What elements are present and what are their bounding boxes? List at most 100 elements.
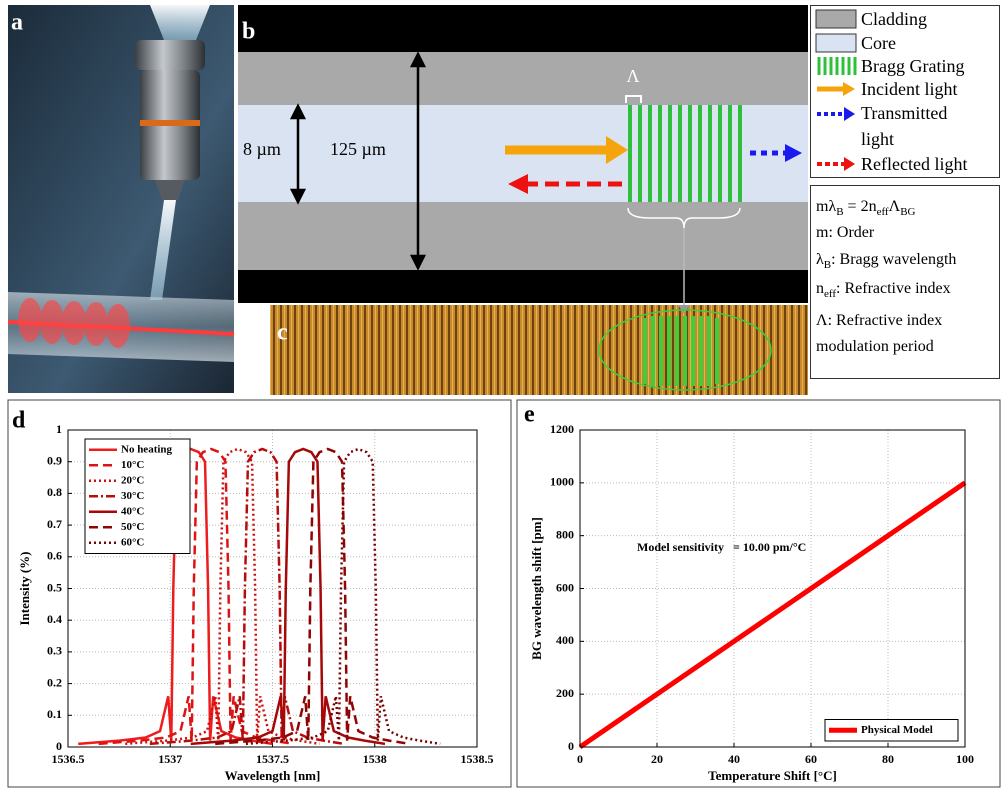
light-beam <box>150 200 176 300</box>
y-axis-label: BG wavelength shift [pm] <box>529 517 544 660</box>
legend-text: Cladding <box>861 9 927 29</box>
x-tick-label: 100 <box>956 752 974 766</box>
def-part: : Refractive index <box>836 280 951 297</box>
legend-label: 10°C <box>121 459 144 471</box>
def-part: λ <box>816 251 824 268</box>
y-axis-label: Intensity (%) <box>17 551 32 625</box>
def-part: : Bragg wavelength <box>831 251 957 268</box>
x-tick-label: 20 <box>651 752 663 766</box>
eq-sub: B <box>836 206 844 219</box>
eq-part: mλ <box>816 198 837 215</box>
x-tick-label: 1537 <box>158 752 182 766</box>
y-tick-label: 800 <box>556 527 574 541</box>
legend-item: Cladding <box>815 9 927 29</box>
panel-label: e <box>524 402 535 428</box>
y-tick-label: 600 <box>556 580 574 594</box>
y-tick-label: 200 <box>556 686 574 700</box>
legend-item: Incident light <box>815 79 957 99</box>
x-tick-label: 1538.5 <box>461 752 494 766</box>
series-line <box>215 447 410 746</box>
charts: 1536.5 1537 1537.5 1538 1538.5 0 0.1 0.2 0.3 0.4 0… <box>17 422 974 783</box>
series-line <box>78 447 273 746</box>
y-tick-label: 1200 <box>550 422 574 436</box>
legend-item: Core <box>815 33 896 53</box>
reflected-arrow-head <box>508 174 528 194</box>
y-tick-label: 0.3 <box>47 644 62 658</box>
panel-label: a <box>11 10 23 36</box>
plot-frame <box>67 429 478 748</box>
panel-label: c <box>277 320 288 346</box>
legend-item: Bragg Grating <box>815 56 964 76</box>
y-tick-label: 400 <box>556 633 574 647</box>
eq-part: Λ <box>888 198 901 215</box>
legend-text: Reflected light <box>861 154 968 174</box>
cladding-diameter: 125 µm <box>330 139 386 159</box>
legend-label: 40°C <box>121 505 144 517</box>
core-diameter: 8 µm <box>243 139 281 159</box>
eq-part: = 2n <box>843 198 877 215</box>
x-tick-label: 40 <box>728 752 740 766</box>
y-tick-label: 0.6 <box>47 549 62 563</box>
panel-label: d <box>12 408 26 434</box>
plot-frame <box>579 429 966 748</box>
legend-label: Physical Model <box>861 724 933 736</box>
objective-ring <box>140 120 200 126</box>
y-tick-label: 0.8 <box>47 485 62 499</box>
light-beam <box>150 5 210 40</box>
eq-sub: BG <box>900 206 916 219</box>
series-line <box>149 447 345 746</box>
period-bracket <box>625 95 642 103</box>
definition: λB: Bragg wavelength <box>816 249 956 276</box>
grating-overlay <box>643 316 719 386</box>
y-tick-label: 0.4 <box>47 612 62 626</box>
legend-text: Bragg Grating <box>861 56 965 76</box>
grating-glow <box>18 298 130 348</box>
legend-text: Incident light <box>861 79 958 99</box>
series-line <box>578 480 967 750</box>
incident-arrow-head <box>606 136 628 164</box>
legend-box <box>824 719 959 742</box>
x-axis-label: Wavelength [nm] <box>225 768 321 783</box>
y-tick-label: 0.7 <box>47 517 62 531</box>
x-tick-label: 1538 <box>363 752 387 766</box>
x-tick-label: 80 <box>882 752 894 766</box>
legend-label: 60°C <box>121 536 144 548</box>
annotation: Model sensitivity = 10.00 pm/°C <box>637 540 806 554</box>
dimension-arrows <box>289 51 427 271</box>
def-sub: eff <box>824 288 837 301</box>
panel-c-image <box>270 305 808 395</box>
legend-label: 20°C <box>121 474 144 486</box>
definition: Λ: Refractive index modulation period <box>816 312 943 355</box>
def-sub: B <box>823 259 832 272</box>
y-tick-label: 0 <box>56 739 62 753</box>
equation: mλB = 2neffΛBG <box>816 196 915 223</box>
legend-item: Reflected light <box>815 154 967 174</box>
legend-label: 50°C <box>121 521 144 533</box>
objective <box>135 40 205 70</box>
eq-sub: eff <box>876 206 889 219</box>
legend-text: Transmitted light <box>861 103 948 149</box>
bragg-grating <box>628 105 742 202</box>
legend-label: No heating <box>121 443 173 455</box>
x-tick-label: 60 <box>805 752 817 766</box>
legend-text: Core <box>861 33 896 53</box>
definitions-box: mλB = 2neffΛBG m: Order λB: Bragg wavele… <box>810 185 1000 379</box>
panel-e-frame <box>516 399 1001 788</box>
series-line <box>190 447 386 746</box>
def-part: n <box>816 280 824 297</box>
definition: m: Order <box>816 224 875 241</box>
objective-tip <box>155 180 185 200</box>
x-tick-label: 0 <box>577 752 583 766</box>
highlight-ellipse <box>598 309 772 391</box>
y-tick-label: 0.9 <box>47 453 62 467</box>
definition: neff: Refractive index <box>816 278 951 305</box>
y-tick-label: 0.1 <box>47 707 62 721</box>
panel-label: b <box>242 19 255 45</box>
y-tick-label: 0.5 <box>47 580 62 594</box>
panel-d-frame <box>7 399 512 788</box>
transmitted-arrow-head <box>785 144 802 162</box>
legend-label: 30°C <box>121 490 144 502</box>
period-symbol: Λ <box>626 66 639 86</box>
